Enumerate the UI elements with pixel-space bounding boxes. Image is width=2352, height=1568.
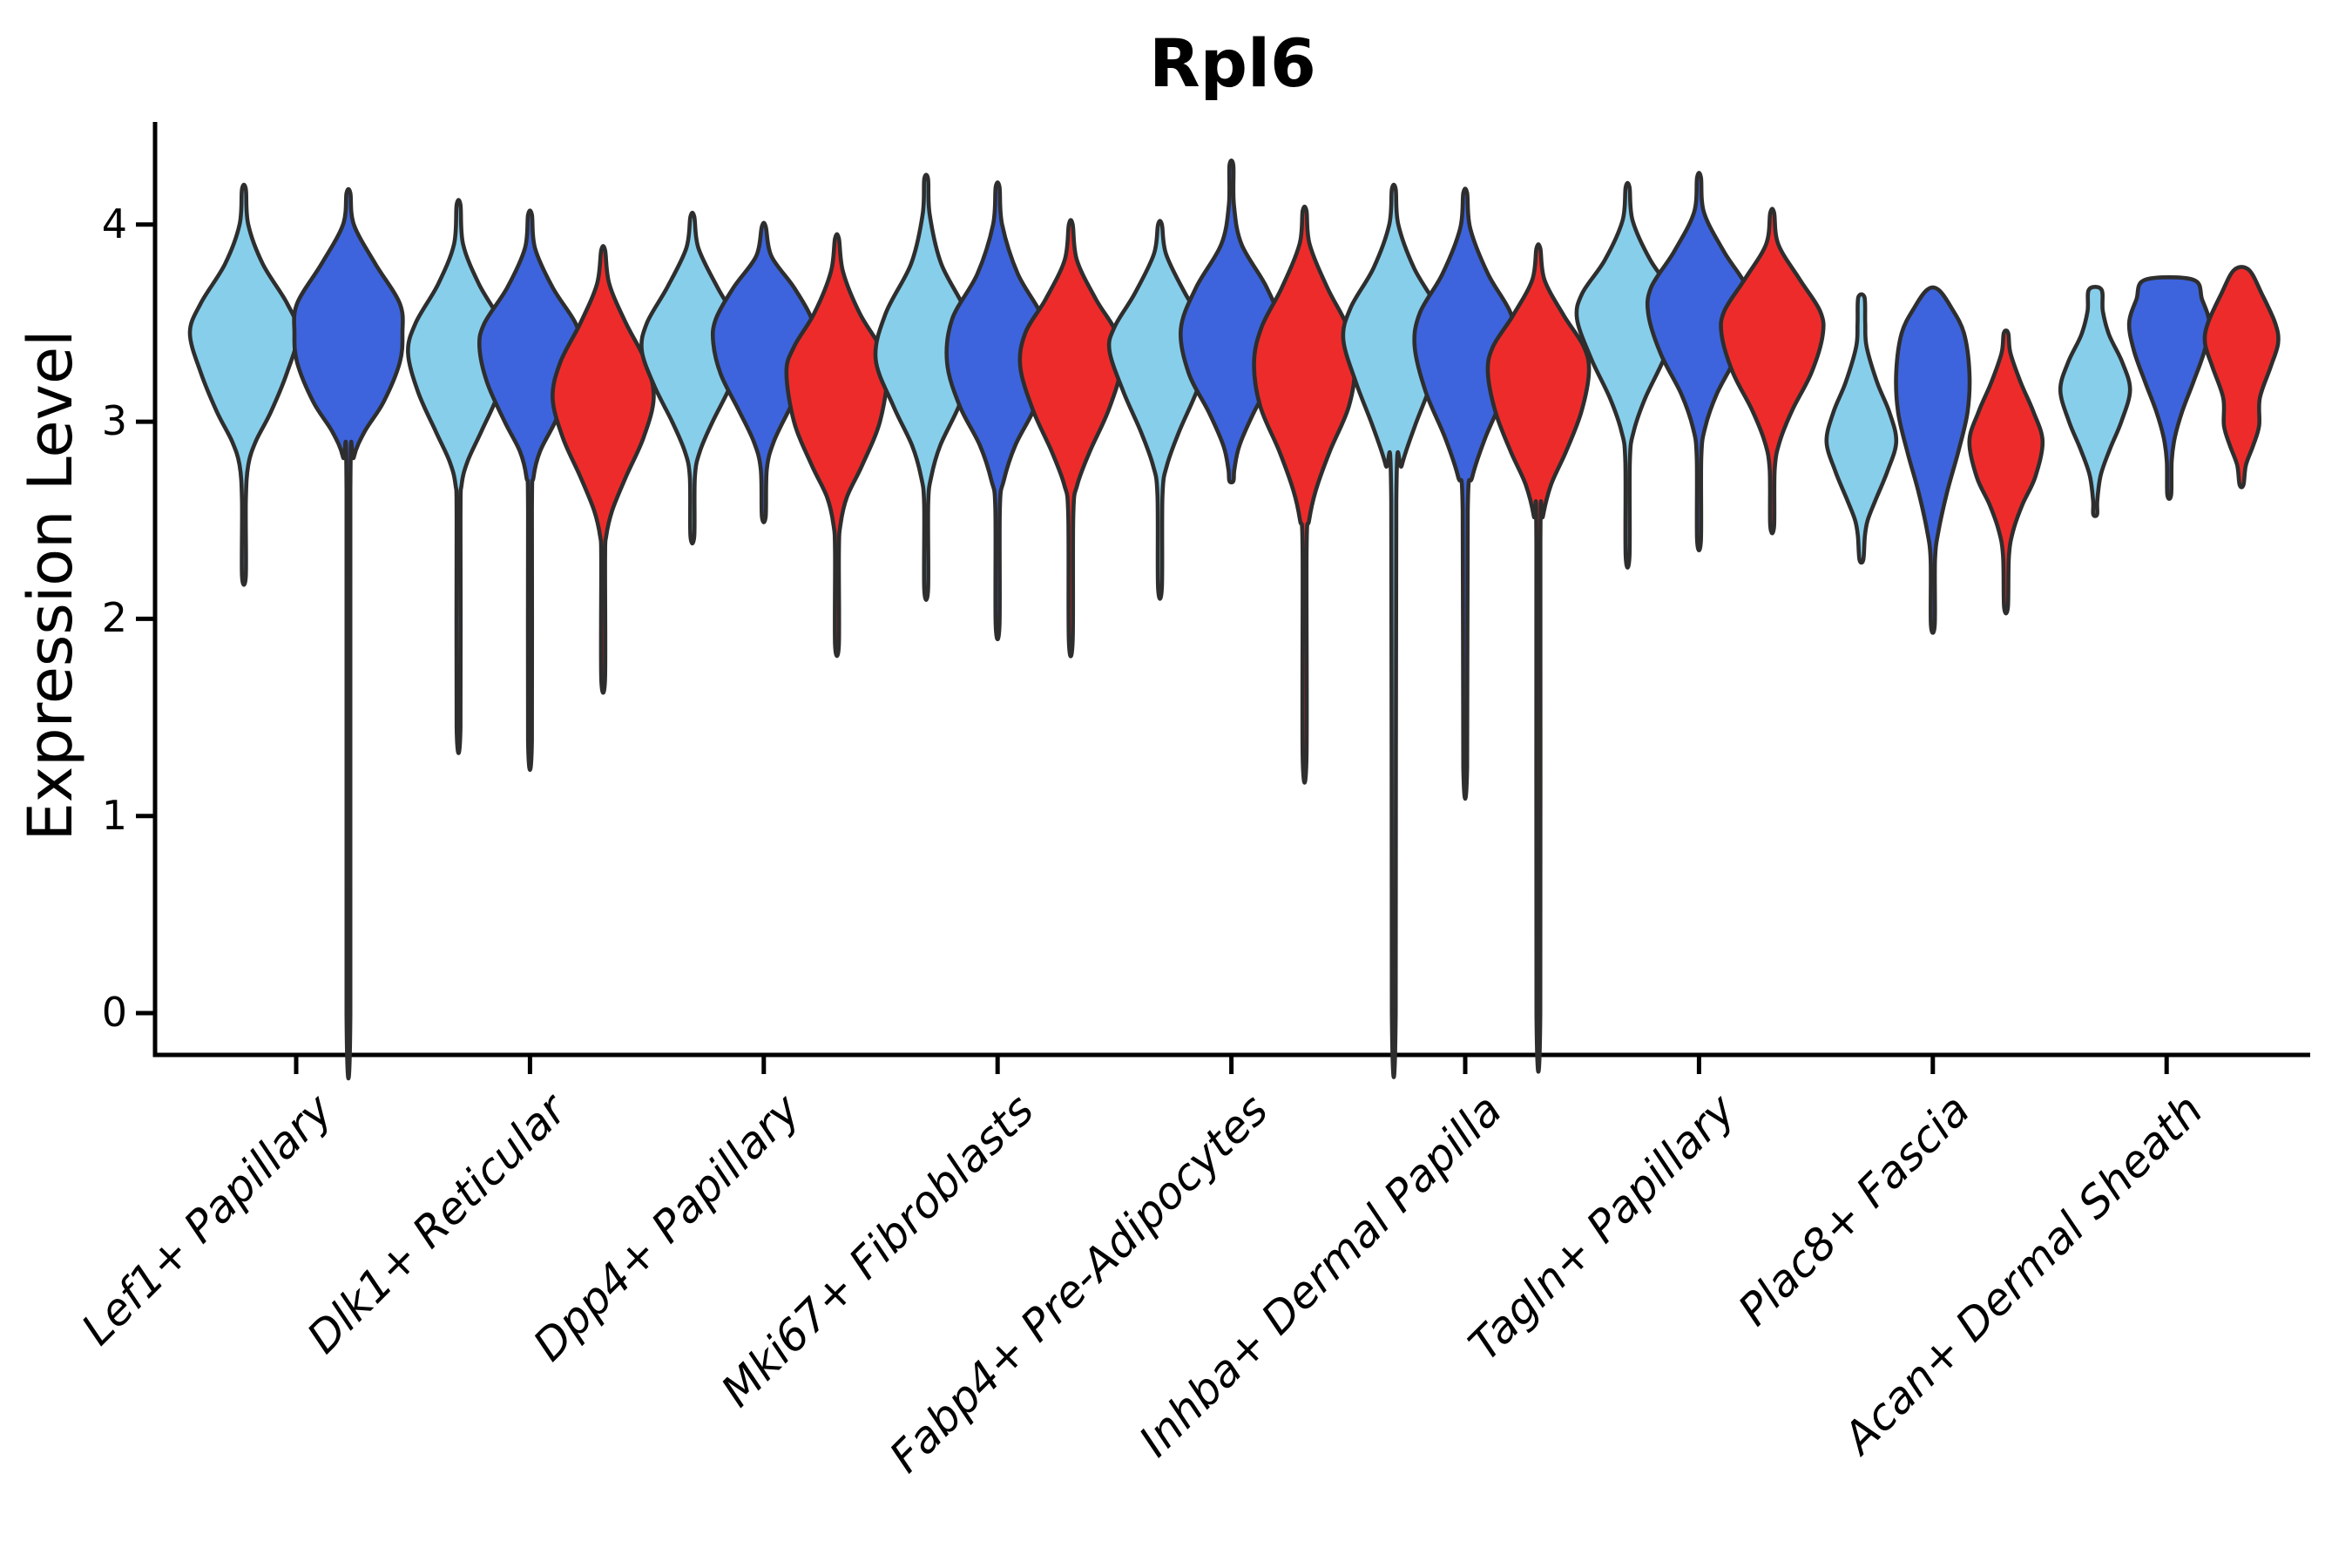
violin-acan-dermal-sheath-s3 (2202, 265, 2281, 490)
y-tick-label: 3 (101, 397, 127, 445)
y-tick-label: 1 (101, 791, 127, 839)
y-tick-label: 4 (101, 199, 127, 247)
violin-mki67-fibroblasts-s3 (1017, 218, 1124, 659)
violin-lef1-papillary-s1 (187, 182, 301, 587)
violin-plac8-fascia-s2 (1894, 285, 1972, 635)
violin-inhba-dermal-papilla-s3 (1485, 242, 1592, 1074)
violin-plac8-fascia-s3 (1967, 328, 2045, 616)
y-tick-label: 2 (101, 594, 127, 642)
violin-dlk1-reticular-s1 (406, 198, 511, 755)
violin-tagln-papillary-s1 (1574, 180, 1681, 570)
violin-fabp4-pre-adipocytes-s1 (1106, 219, 1213, 601)
violin-acan-dermal-sheath-s2 (2126, 275, 2212, 501)
violin-acan-dermal-sheath-s1 (2058, 285, 2132, 518)
violin-dlk1-reticular-s3 (551, 244, 656, 695)
violin-plac8-fascia-s1 (1824, 292, 1899, 565)
violin-tagln-papillary-s3 (1719, 206, 1826, 536)
y-tick-label: 0 (101, 988, 127, 1036)
chart-title: Rpl6 (1149, 24, 1316, 102)
violin-fabp4-pre-adipocytes-s2 (1179, 158, 1285, 484)
violin-inhba-dermal-papilla-s2 (1412, 186, 1518, 801)
violin-dlk1-reticular-s2 (476, 208, 583, 773)
violin-lef1-papillary-s2 (292, 186, 405, 1080)
